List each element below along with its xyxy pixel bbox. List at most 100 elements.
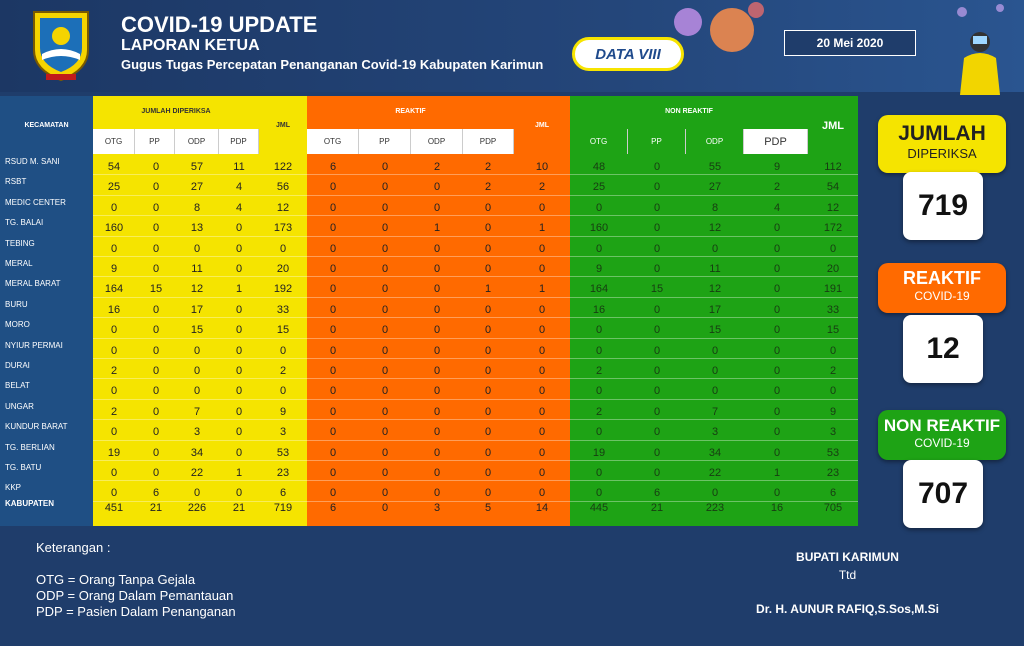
nonreaktif-pp-cell: 21: [650, 502, 664, 514]
nonreaktif-pdp-cell: 0: [773, 344, 781, 357]
nonreaktif-otg-cell: 0: [595, 344, 603, 357]
reaktif-otg-cell: 0: [329, 201, 337, 214]
diperiksa-total-value: 719: [903, 172, 983, 240]
diperiksa-pdp-cell: 4: [235, 181, 243, 194]
table-row: KUNDUR BARAT 0 0 3 0 3 0 0 0 0 0 0 0 3 0 3: [0, 419, 858, 439]
reaktif-pdp-cell: 1: [484, 283, 492, 296]
reaktif-card-subtitle: COVID-19: [914, 289, 970, 303]
subheader-pp: PP: [359, 129, 411, 154]
row-divider: [93, 460, 858, 461]
reaktif-jml-cell: 14: [535, 502, 549, 514]
diperiksa-card: JUMLAH DIPERIKSA: [878, 115, 1006, 173]
diperiksa-jml-cell: 15: [276, 324, 290, 337]
diperiksa-jml-cell: 0: [279, 242, 287, 255]
diperiksa-odp-cell: 22: [190, 467, 204, 479]
nonreaktif-pp-cell: 0: [653, 181, 661, 194]
diperiksa-otg-cell: 25: [107, 181, 121, 194]
header-non-reaktif: NON REAKTIF: [665, 108, 713, 115]
nonreaktif-jml-cell: 705: [823, 502, 843, 514]
diperiksa-jml-cell: 719: [273, 502, 293, 514]
diperiksa-odp-cell: 17: [190, 303, 204, 316]
covid-data-table: KECAMATAN JUMLAH DIPERIKSA JML REAKTIF J…: [0, 96, 858, 526]
data-version-badge: DATA VIII: [572, 37, 684, 71]
diperiksa-jml-cell: 12: [276, 201, 290, 214]
reaktif-jml-cell: 0: [538, 446, 546, 459]
diperiksa-otg-cell: 16: [107, 303, 121, 316]
nonreaktif-jml-cell: 54: [826, 181, 840, 194]
diperiksa-otg-cell: 0: [110, 385, 118, 398]
diperiksa-jml-cell: 122: [273, 161, 293, 173]
diperiksa-pp-cell: 0: [152, 161, 160, 173]
nonreaktif-pp-cell: 0: [653, 324, 661, 337]
row-divider: [93, 276, 858, 278]
reaktif-otg-cell: 6: [329, 161, 337, 173]
diperiksa-jml-cell: 3: [279, 426, 287, 439]
reaktif-jml-cell: 0: [538, 201, 546, 214]
reaktif-otg-cell: 0: [329, 242, 337, 255]
nonreaktif-pdp-cell: 1: [773, 467, 781, 479]
nonreaktif-otg-cell: 0: [595, 487, 603, 500]
reaktif-jml-cell: 0: [538, 426, 546, 439]
subheader-odp: ODP: [686, 129, 744, 154]
kecamatan-label: MERAL BARAT: [5, 279, 61, 289]
kecamatan-label: MERAL: [5, 259, 33, 268]
reaktif-odp-cell: 0: [433, 303, 441, 316]
nonreaktif-jml-cell: 0: [829, 385, 837, 398]
kecamatan-label: UNGAR: [5, 401, 34, 411]
diperiksa-odp-cell: 12: [190, 283, 204, 296]
reaktif-odp-cell: 0: [433, 405, 441, 418]
diperiksa-odp-cell: 0: [193, 344, 201, 357]
diperiksa-pdp-cell: 0: [235, 263, 243, 275]
reaktif-pp-cell: 0: [381, 446, 389, 459]
diperiksa-jml-cell: 173: [273, 222, 293, 235]
reaktif-jml-cell: 0: [538, 242, 546, 255]
kecamatan-label: TG. BATU: [5, 463, 42, 472]
diperiksa-pdp-cell: 0: [235, 242, 243, 255]
header-jumlah-diperiksa: JUMLAH DIPERIKSA: [141, 108, 211, 115]
subheader-otg: OTG: [307, 129, 359, 154]
reaktif-pdp-cell: 0: [484, 242, 492, 255]
reaktif-pp-cell: 0: [381, 161, 389, 173]
diperiksa-jml-cell: 56: [276, 181, 290, 194]
nonreaktif-pdp-cell: 0: [773, 426, 781, 439]
nonreaktif-odp-cell: 12: [708, 222, 722, 235]
diperiksa-odp-cell: 0: [193, 242, 201, 255]
reaktif-odp-cell: 0: [433, 242, 441, 255]
diperiksa-pp-cell: 0: [152, 222, 160, 235]
diperiksa-total-column: [259, 96, 307, 526]
table-row: MERAL BARAT 164 15 12 1 192 0 0 0 1 1 164 15 12 0 191: [0, 276, 858, 296]
nonreaktif-otg-cell: 0: [595, 426, 603, 439]
diperiksa-pp-cell: 0: [152, 263, 160, 275]
diperiksa-pp-cell: 0: [152, 467, 160, 479]
diperiksa-jml-cell: 9: [279, 405, 287, 418]
reaktif-jml-cell: 0: [538, 467, 546, 479]
nonreaktif-jml-cell: 12: [826, 201, 840, 214]
nonreaktif-pdp-cell: 0: [773, 405, 781, 418]
nonreaktif-pp-cell: 15: [650, 283, 664, 296]
reaktif-pp-cell: 0: [381, 181, 389, 194]
reaktif-jml-cell: 0: [538, 487, 546, 500]
nonreaktif-pdp-cell: 0: [773, 365, 781, 377]
reaktif-pdp-cell: 2: [484, 181, 492, 194]
nonreaktif-jml-cell: 15: [826, 324, 840, 337]
reaktif-otg-cell: 0: [329, 344, 337, 357]
nonreaktif-pdp-cell: 0: [773, 487, 781, 500]
nonreaktif-pp-cell: 0: [653, 201, 661, 214]
diperiksa-pp-cell: 21: [149, 502, 163, 514]
nonreaktif-jml-cell: 6: [829, 487, 837, 500]
reaktif-odp-cell: 0: [433, 467, 441, 479]
reaktif-odp-cell: 0: [433, 181, 441, 194]
diperiksa-otg-cell: 0: [110, 344, 118, 357]
diperiksa-pp-cell: 0: [152, 303, 160, 316]
diperiksa-otg-cell: 0: [110, 426, 118, 439]
reaktif-otg-cell: 0: [329, 222, 337, 235]
diperiksa-odp-cell: 3: [193, 426, 201, 439]
page-title: COVID-19 UPDATE: [121, 12, 318, 37]
reaktif-otg-cell: 0: [329, 487, 337, 500]
reaktif-pp-cell: 0: [381, 324, 389, 337]
diperiksa-otg-cell: 0: [110, 242, 118, 255]
diperiksa-otg-cell: 19: [107, 446, 121, 459]
diperiksa-pdp-cell: 4: [235, 201, 243, 214]
reaktif-otg-cell: 0: [329, 283, 337, 296]
report-date: 20 Mei 2020: [784, 30, 916, 56]
